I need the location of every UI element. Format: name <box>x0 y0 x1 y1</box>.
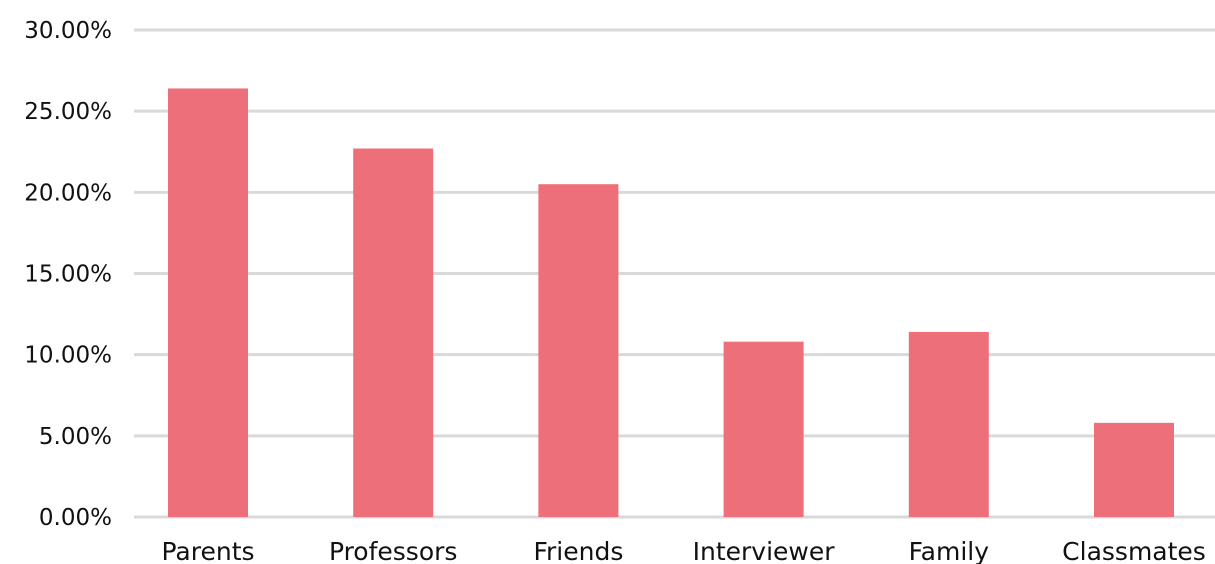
x-tick-label: Classmates <box>1062 537 1206 564</box>
x-axis-category-labels: Parents Professors Friends Interviewer Famil… <box>161 537 1205 564</box>
y-tick-label: 10.00% <box>24 343 112 369</box>
gridlines <box>134 28 1215 519</box>
y-tick-label: 0.00% <box>39 505 112 531</box>
y-tick-label: 15.00% <box>24 262 112 288</box>
bar-classmates <box>1094 422 1174 517</box>
y-axis-tick-labels: 0.00% 5.00% 10.00% 15.00% 20.00% 25.00% 30.00% <box>24 18 112 531</box>
x-tick-label: Parents <box>161 537 254 564</box>
bar-parents <box>168 88 248 517</box>
bar-friends <box>538 184 619 517</box>
bars <box>168 88 1174 517</box>
x-tick-label: Family <box>909 537 990 564</box>
y-tick-label: 20.00% <box>24 180 112 206</box>
y-tick-label: 5.00% <box>39 424 112 450</box>
bar-family <box>908 331 989 517</box>
y-tick-label: 30.00% <box>24 18 112 44</box>
y-tick-label: 25.00% <box>24 99 112 125</box>
x-tick-label: Interviewer <box>693 537 836 564</box>
bar-professors <box>353 148 434 517</box>
x-tick-label: Professors <box>329 537 458 564</box>
x-tick-label: Friends <box>533 537 623 564</box>
bar-interviewer <box>723 341 804 517</box>
